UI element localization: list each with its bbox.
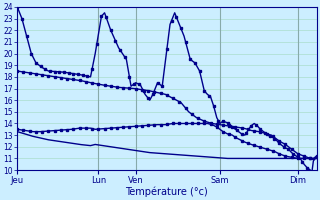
X-axis label: Température (°c): Température (°c) bbox=[125, 186, 208, 197]
